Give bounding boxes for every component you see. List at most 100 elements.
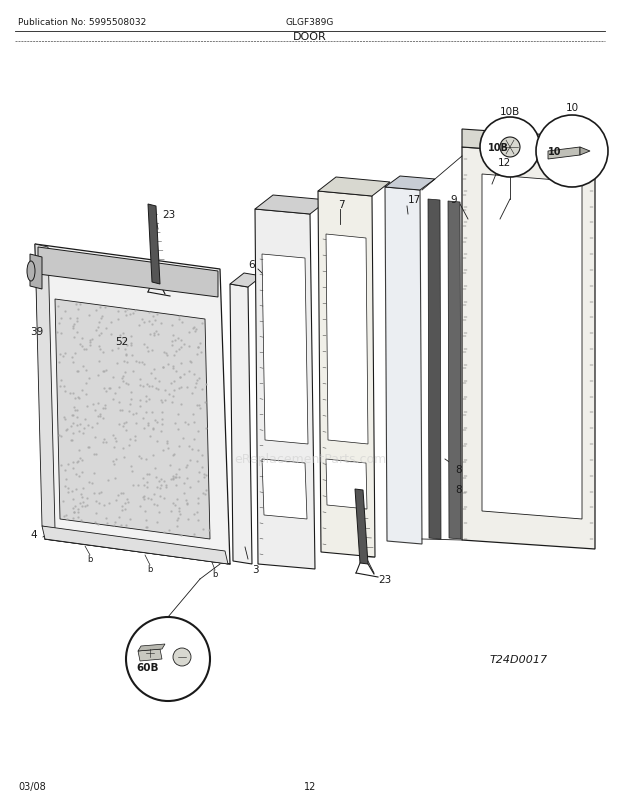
Point	[126, 330, 136, 342]
Point	[79, 413, 89, 426]
Point	[154, 506, 164, 519]
Point	[168, 470, 178, 483]
Point	[139, 490, 149, 503]
Point	[101, 512, 111, 525]
Point	[122, 304, 131, 317]
Point	[174, 502, 184, 515]
Point	[69, 318, 79, 331]
Text: b: b	[148, 565, 153, 573]
Point	[94, 370, 104, 383]
Point	[172, 514, 182, 527]
Point	[168, 472, 178, 484]
Point	[125, 513, 135, 526]
Point	[170, 499, 180, 512]
Point	[151, 325, 161, 338]
Point	[139, 493, 149, 506]
Point	[55, 380, 64, 393]
Point	[193, 475, 203, 488]
Point	[137, 356, 147, 369]
Point	[65, 312, 75, 325]
Point	[74, 444, 84, 456]
Point	[193, 341, 203, 354]
Point	[189, 321, 199, 334]
Point	[87, 421, 97, 434]
Point	[141, 395, 151, 407]
Point	[197, 449, 207, 462]
Point	[94, 329, 104, 342]
Point	[66, 434, 76, 447]
Point	[99, 346, 108, 359]
Point	[110, 432, 120, 445]
Point	[193, 425, 203, 438]
Point	[89, 448, 99, 461]
Text: 12: 12	[498, 158, 511, 168]
Point	[143, 417, 153, 430]
Point	[174, 310, 184, 323]
Polygon shape	[35, 245, 55, 529]
Point	[131, 354, 141, 367]
Point	[142, 468, 152, 480]
Point	[159, 444, 169, 457]
Point	[195, 402, 205, 415]
Point	[187, 387, 197, 400]
Text: 6: 6	[248, 260, 255, 269]
Point	[174, 504, 184, 517]
Point	[73, 365, 82, 378]
Point	[193, 444, 203, 457]
Point	[101, 435, 111, 448]
Text: b: b	[87, 555, 92, 564]
Point	[76, 514, 86, 527]
Point	[91, 324, 101, 337]
Point	[156, 394, 166, 407]
Point	[78, 482, 87, 495]
Point	[71, 500, 81, 512]
Point	[109, 441, 119, 454]
Polygon shape	[255, 210, 315, 569]
Point	[163, 442, 173, 455]
Point	[135, 379, 145, 392]
Point	[148, 380, 157, 393]
Point	[150, 414, 160, 427]
Point	[170, 471, 180, 484]
Point	[68, 356, 78, 369]
Point	[135, 373, 144, 386]
Text: 03/08: 03/08	[18, 781, 46, 791]
Polygon shape	[318, 192, 375, 557]
Point	[113, 313, 123, 326]
Point	[59, 380, 69, 393]
Point	[118, 328, 128, 341]
Point	[72, 314, 82, 327]
Point	[141, 505, 151, 518]
Text: 39: 39	[30, 326, 43, 337]
Point	[176, 358, 186, 371]
Polygon shape	[385, 188, 422, 545]
Point	[199, 471, 209, 484]
Point	[151, 372, 161, 385]
Point	[139, 423, 149, 435]
Point	[166, 378, 175, 391]
Point	[162, 435, 172, 448]
Point	[159, 475, 169, 488]
Point	[168, 391, 178, 403]
Point	[101, 385, 111, 398]
Point	[140, 338, 149, 350]
Point	[130, 434, 140, 447]
Point	[99, 383, 109, 395]
Point	[190, 382, 200, 395]
Point	[191, 377, 201, 390]
Point	[130, 430, 140, 443]
Point	[72, 404, 82, 417]
Point	[120, 496, 130, 509]
Point	[135, 394, 145, 407]
Point	[155, 490, 165, 503]
Point	[138, 491, 148, 504]
Point	[73, 505, 83, 518]
Point	[60, 509, 69, 522]
Point	[77, 332, 87, 345]
Point	[174, 463, 184, 476]
Point	[76, 488, 86, 501]
Point	[83, 419, 93, 431]
Point	[176, 529, 186, 541]
Polygon shape	[38, 248, 218, 298]
Point	[110, 387, 120, 400]
